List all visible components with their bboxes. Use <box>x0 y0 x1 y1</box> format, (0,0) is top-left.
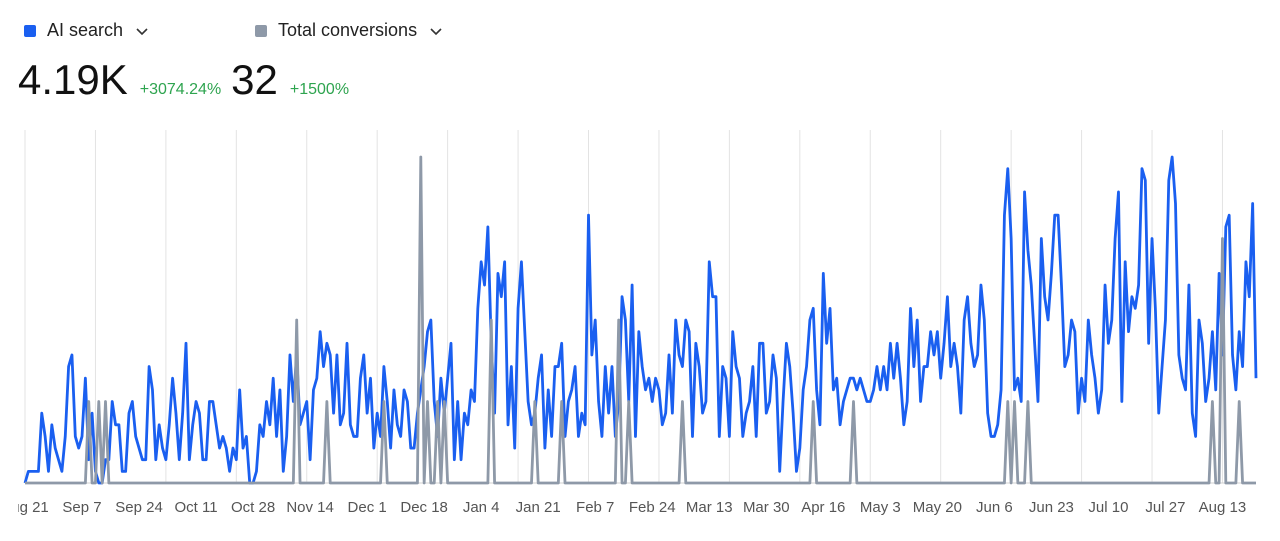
x-tick-label: Jun 23 <box>1029 499 1074 516</box>
change: +1500% <box>289 81 350 98</box>
series-line <box>23 155 1258 485</box>
x-tick-label: Jan 4 <box>463 499 500 516</box>
change: +3074.24% <box>139 81 222 98</box>
legend-swatch <box>24 24 36 37</box>
x-tick-label: Jan 21 <box>516 499 561 516</box>
x-tick-label: May 3 <box>860 499 901 516</box>
x-tick-label: Dec 18 <box>400 499 448 516</box>
x-tick-label: Jul 10 <box>1088 499 1128 516</box>
x-tick-label: May 20 <box>913 499 962 516</box>
x-tick-label: Aug 13 <box>1199 499 1247 516</box>
total: 4.19K <box>18 56 128 103</box>
total: 32 <box>231 56 278 103</box>
legend-label: Total conversions <box>278 20 418 40</box>
x-tick-label: Sep 7 <box>62 499 101 516</box>
dropdown-chevron[interactable] <box>135 24 149 38</box>
legend-label: AI search <box>47 20 124 40</box>
summary: 4.19K +3074.24% 32 +1500% <box>18 56 359 104</box>
x-tick-label: Dec 1 <box>348 499 387 516</box>
legend-item[interactable]: AI search <box>24 20 149 41</box>
x-tick-label: Oct 28 <box>231 499 275 516</box>
x-tick-label: Jun 6 <box>976 499 1013 516</box>
series-line <box>25 155 1256 485</box>
plot-area: Aug 21 Sep 7 Sep 24 Oct 11 Oct 28 Nov 14 Dec 1… <box>1 155 1258 516</box>
x-tick-label: Aug 21 <box>1 499 49 516</box>
x-tick-label: Oct 11 <box>175 499 218 516</box>
x-tick-label: Jul 27 <box>1145 499 1185 516</box>
legend-item[interactable]: Total conversions <box>255 20 443 41</box>
x-tick-label: Nov 14 <box>286 499 334 516</box>
x-tick-label: Feb 24 <box>629 499 676 516</box>
legend-swatch <box>255 24 267 37</box>
x-tick-label: Mar 13 <box>686 499 733 516</box>
x-tick-label: Sep 24 <box>115 499 163 516</box>
dropdown-chevron[interactable] <box>429 24 443 38</box>
grid <box>24 130 1256 484</box>
x-tick-label: Feb 7 <box>576 499 614 516</box>
x-tick-label: Mar 30 <box>743 499 790 516</box>
x-tick-label: Apr 16 <box>801 499 845 516</box>
